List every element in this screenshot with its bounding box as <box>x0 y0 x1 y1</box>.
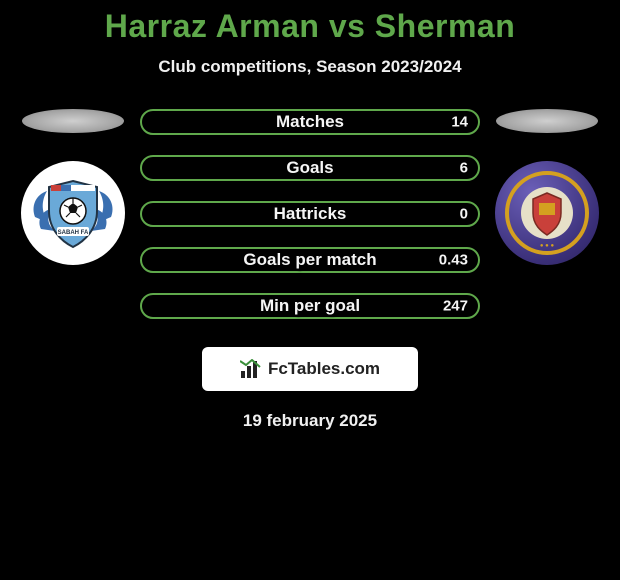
stat-label: Goals <box>286 158 333 178</box>
right-club-badge: ● ● ● <box>495 161 599 265</box>
left-player-column: SABAH FA <box>18 105 128 265</box>
stat-label: Goals per match <box>243 250 376 270</box>
stat-value-right: 14 <box>451 114 468 131</box>
bar-chart-icon <box>240 359 262 379</box>
stat-row-min-per-goal: Min per goal 247 <box>140 293 480 319</box>
svg-text:SABAH FA: SABAH FA <box>58 230 89 236</box>
left-club-badge: SABAH FA <box>21 161 125 265</box>
footer-date: 19 february 2025 <box>0 411 620 431</box>
stat-row-matches: Matches 14 <box>140 109 480 135</box>
stat-value-right: 0 <box>460 206 468 223</box>
svg-text:● ● ●: ● ● ● <box>540 243 555 249</box>
right-player-column: ● ● ● <box>492 105 602 265</box>
stat-label: Min per goal <box>260 296 360 316</box>
stat-label: Hattricks <box>274 204 347 224</box>
right-shield-icon: ● ● ● <box>501 167 593 259</box>
left-player-oval <box>22 109 124 133</box>
sabah-shield-icon: SABAH FA <box>27 167 119 259</box>
brand-text: FcTables.com <box>268 359 380 379</box>
stat-row-hattricks: Hattricks 0 <box>140 201 480 227</box>
stat-value-right: 0.43 <box>439 252 468 269</box>
stat-value-right: 6 <box>460 160 468 177</box>
page-title: Harraz Arman vs Sherman <box>0 8 620 45</box>
stat-label: Matches <box>276 112 344 132</box>
stat-row-goals: Goals 6 <box>140 155 480 181</box>
stat-value-right: 247 <box>443 298 468 315</box>
brand-box[interactable]: FcTables.com <box>202 347 418 391</box>
right-player-oval <box>496 109 598 133</box>
stats-column: Matches 14 Goals 6 Hattricks 0 Goals per… <box>140 105 480 319</box>
page-subtitle: Club competitions, Season 2023/2024 <box>0 57 620 77</box>
comparison-row: SABAH FA Matches 14 Goals 6 Hattricks 0 … <box>0 105 620 319</box>
stat-row-goals-per-match: Goals per match 0.43 <box>140 247 480 273</box>
